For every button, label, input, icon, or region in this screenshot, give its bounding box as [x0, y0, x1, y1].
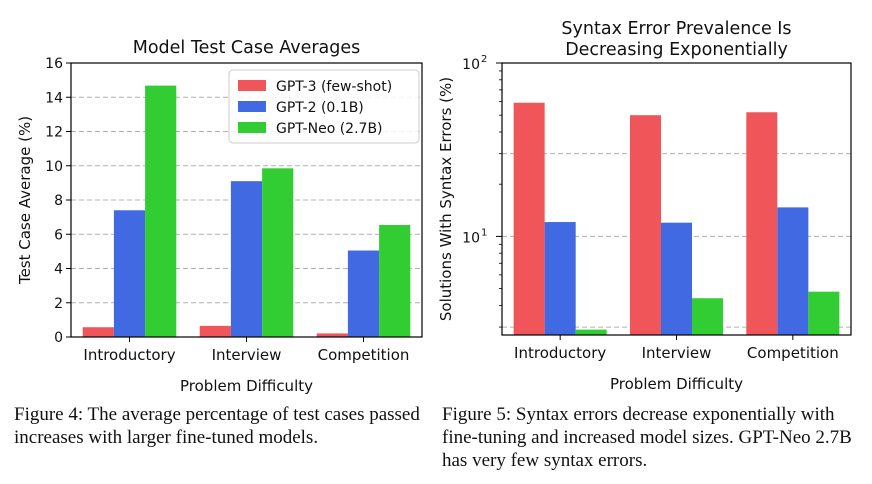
bar-gpt-neo-2-7b-introductory — [575, 329, 607, 335]
bar-gpt-3-few-shot-interview — [629, 115, 661, 336]
y-tick-label: 16 — [45, 56, 63, 72]
y-axis-label: Test Case Average (%) — [16, 116, 34, 285]
chart-title: Decreasing Exponentially — [565, 40, 788, 60]
bar-gpt-2-0-1b-competition — [347, 250, 380, 337]
bar-gpt-3-few-shot-introductory — [82, 327, 114, 337]
bar-gpt-2-0-1b-interview — [230, 181, 263, 337]
legend-label: GPT-Neo (2.7B) — [276, 121, 383, 137]
x-tick-label-introductory: Introductory — [514, 344, 606, 362]
bar-gpt-neo-2-7b-interview — [262, 168, 294, 337]
bar-gpt-3-few-shot-competition — [746, 112, 778, 335]
legend-swatch — [238, 101, 266, 112]
y-tick-label: 10 — [45, 159, 63, 175]
y-tick-label: 4 — [54, 262, 63, 278]
y-tick-base: 10 — [462, 230, 480, 246]
chart-test-case-averages: 0 2 4 6 8 10 12 14 16 Introductory Interview Compet… — [16, 38, 423, 395]
y-tick-label: 12 — [45, 125, 63, 141]
y-axis-label: Solutions With Syntax Errors (%) — [437, 77, 455, 321]
x-tick-label-competition: Competition — [318, 346, 410, 364]
y-tick-exponent: 1 — [481, 227, 487, 238]
bar-gpt-neo-2-7b-competition — [379, 225, 411, 337]
legend-label: GPT-2 (0.1B) — [276, 100, 364, 116]
legend-swatch — [238, 80, 266, 91]
legend-label: GPT-3 (few-shot) — [276, 79, 392, 95]
legend-box — [228, 69, 420, 144]
x-tick-label-competition: Competition — [747, 344, 839, 362]
chart-title: Syntax Error Prevalence Is — [561, 19, 791, 39]
y-tick-label: 0 — [54, 330, 63, 346]
bar-gpt-2-0-1b-interview — [660, 222, 693, 335]
y-tick-base: 10 — [462, 57, 480, 73]
bar-gpt-2-0-1b-introductory — [544, 222, 576, 335]
bar-gpt-neo-2-7b-competition — [808, 291, 840, 335]
y-tick-label: 2 — [54, 296, 63, 312]
y-tick-label: 8 — [54, 193, 63, 209]
bar-gpt-2-0-1b-competition — [777, 207, 809, 335]
bar-gpt-neo-2-7b-interview — [692, 298, 724, 335]
x-tick-label-introductory: Introductory — [83, 346, 175, 364]
x-tick-label-interview: Interview — [212, 346, 282, 364]
figure-5-caption: Figure 5: Syntax errors decrease exponen… — [442, 404, 852, 471]
bar-gpt-neo-2-7b-introductory — [145, 85, 177, 337]
bar-gpt-3-few-shot-interview — [199, 325, 231, 337]
bar-gpt-3-few-shot-introductory — [513, 102, 545, 335]
chart-title: Model Test Case Averages — [133, 38, 361, 58]
x-axis-label: Problem Difficulty — [180, 377, 313, 395]
figure-4-caption: Figure 4: The average percentage of test… — [14, 404, 420, 448]
x-tick-label-interview: Interview — [642, 344, 712, 362]
x-axis-label: Problem Difficulty — [610, 375, 743, 393]
y-tick-label: 14 — [45, 90, 63, 106]
bar-gpt-3-few-shot-competition — [316, 333, 348, 337]
y-tick-label: 6 — [54, 227, 63, 243]
legend-swatch — [238, 122, 266, 133]
y-tick-exponent: 2 — [481, 54, 487, 65]
bar-gpt-2-0-1b-introductory — [113, 210, 146, 337]
